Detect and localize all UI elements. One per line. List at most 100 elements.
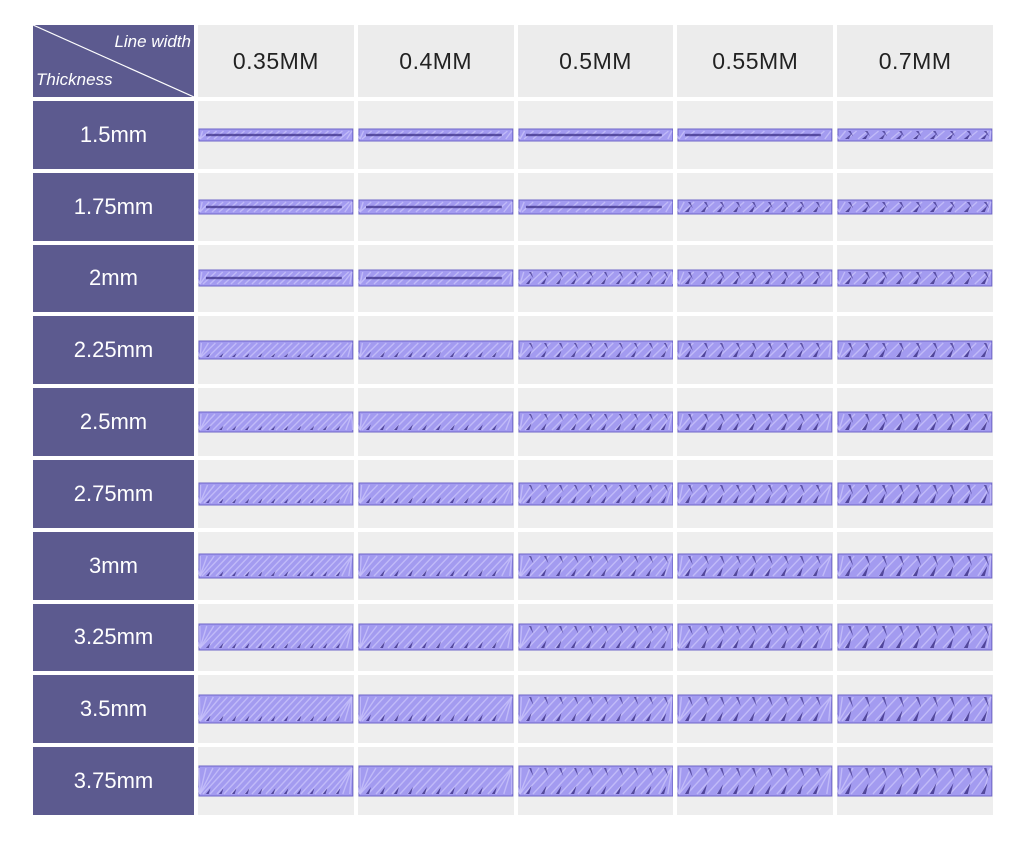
print-sample (517, 411, 673, 433)
print-sample (837, 553, 993, 579)
print-sample (837, 482, 993, 506)
row-header: 3.25mm (33, 603, 194, 672)
print-sample (198, 482, 354, 506)
print-sample (837, 694, 993, 724)
sample-cell (198, 101, 354, 169)
print-sample (837, 765, 993, 797)
sample-cell (198, 316, 354, 385)
print-sample (517, 340, 673, 360)
print-sample (198, 765, 354, 797)
sample-cell (677, 460, 834, 528)
sample-cell (517, 747, 674, 815)
sample-cell (357, 747, 514, 815)
sample-cell (517, 460, 674, 528)
row-header: 3.5mm (33, 675, 194, 744)
sample-cell (837, 460, 993, 528)
print-sample (198, 623, 354, 651)
sample-cell (357, 172, 514, 241)
column-header: 0.7MM (837, 25, 993, 97)
print-sample (357, 482, 514, 506)
row-header: 2.25mm (33, 316, 194, 385)
print-sample (357, 199, 514, 215)
corner-header: Line width Thickness (33, 25, 194, 97)
print-sample (677, 553, 833, 579)
thickness-label: Thickness (36, 70, 113, 89)
sample-cell (837, 172, 993, 241)
sample-cell (357, 531, 514, 600)
sample-cell (198, 675, 354, 744)
sample-cell (517, 244, 674, 313)
print-sample (677, 765, 833, 797)
sample-cell (517, 675, 674, 744)
print-sample (198, 553, 354, 579)
sample-cell (357, 244, 514, 313)
row-header: 1.5mm (33, 101, 194, 169)
sample-cell (837, 747, 993, 815)
print-sample (837, 340, 993, 360)
line-width-label: Line width (114, 32, 191, 51)
print-sample (357, 411, 514, 433)
sample-cell (837, 316, 993, 385)
sample-cell (517, 172, 674, 241)
sample-cell (357, 101, 514, 169)
print-sample (198, 411, 354, 433)
sample-cell (357, 316, 514, 385)
print-sample (517, 553, 673, 579)
sample-cell (517, 531, 674, 600)
sample-cell (837, 101, 993, 169)
print-sample (837, 269, 993, 287)
sample-cell (357, 603, 514, 672)
print-sample (677, 340, 833, 360)
sample-cell (517, 603, 674, 672)
print-sample (517, 694, 673, 724)
sample-cell (677, 675, 834, 744)
sample-cell (198, 747, 354, 815)
test-grid: Line width Thickness 0.35MM 0.4MM 0.5MM 0.5… (33, 25, 993, 815)
print-sample (198, 128, 354, 142)
print-sample (677, 482, 833, 506)
sample-cell (837, 531, 993, 600)
sample-cell (837, 603, 993, 672)
print-sample (677, 199, 833, 215)
print-sample (357, 694, 514, 724)
sample-cell (837, 244, 993, 313)
print-sample (677, 128, 833, 142)
print-sample (357, 553, 514, 579)
print-sample (517, 128, 673, 142)
print-sample (517, 623, 673, 651)
print-sample (837, 411, 993, 433)
sample-cell (677, 747, 834, 815)
print-sample (837, 128, 993, 142)
sample-cell (837, 675, 993, 744)
print-sample (677, 269, 833, 287)
print-sample (837, 199, 993, 215)
sample-cell (517, 316, 674, 385)
sample-cell (677, 172, 834, 241)
sample-cell (677, 316, 834, 385)
print-sample (357, 128, 514, 142)
print-sample (198, 340, 354, 360)
sample-cell (677, 101, 834, 169)
print-sample (198, 694, 354, 724)
sample-cell (198, 388, 354, 456)
sample-cell (837, 388, 993, 456)
print-sample (837, 623, 993, 651)
sample-cell (677, 244, 834, 313)
print-sample (357, 623, 514, 651)
print-sample (517, 199, 673, 215)
sample-cell (677, 388, 834, 456)
sample-cell (198, 244, 354, 313)
print-sample (677, 623, 833, 651)
row-header: 2.75mm (33, 460, 194, 528)
row-header: 1.75mm (33, 172, 194, 241)
sample-cell (198, 531, 354, 600)
print-sample (357, 340, 514, 360)
row-header: 3mm (33, 531, 194, 600)
sample-cell (517, 101, 674, 169)
sample-cell (198, 460, 354, 528)
sample-cell (357, 388, 514, 456)
print-sample (677, 694, 833, 724)
print-sample (517, 482, 673, 506)
print-sample (517, 269, 674, 287)
row-header: 2mm (33, 244, 194, 313)
